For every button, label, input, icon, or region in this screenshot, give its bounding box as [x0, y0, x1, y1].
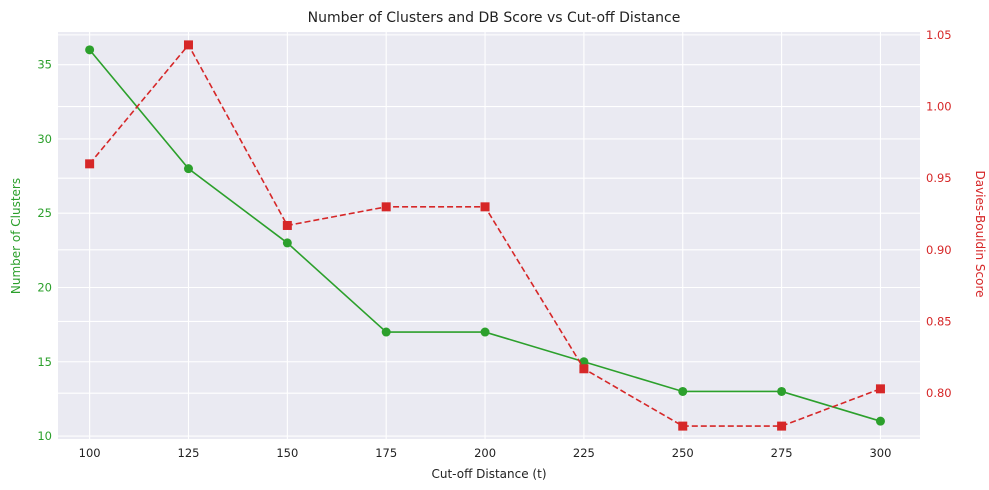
right-y-tick-label: 1.05	[926, 28, 952, 42]
right-y-axis-label: Davies-Bouldin Score	[973, 170, 987, 297]
tick-labels: 100 125 150 175 200 225 250 275 300 10 15 20 25 30 35 0…	[37, 28, 951, 460]
series-layer	[85, 40, 885, 431]
data-point	[875, 384, 885, 394]
left-y-tick-label: 25	[37, 206, 52, 220]
left-y-tick-label: 15	[37, 355, 52, 369]
x-tick-label: 100	[79, 446, 101, 460]
x-axis-label: Cut-off Distance (t)	[431, 467, 546, 481]
data-point	[183, 40, 193, 50]
x-tick-label: 300	[869, 446, 891, 460]
data-point	[381, 327, 391, 337]
data-point	[282, 220, 292, 230]
data-point	[678, 386, 688, 396]
data-point	[480, 202, 490, 212]
left-y-axis-label: Number of Clusters	[9, 178, 23, 294]
data-point	[777, 421, 787, 431]
right-y-tick-label: 0.95	[926, 171, 952, 185]
x-tick-label: 250	[672, 446, 694, 460]
data-point	[85, 45, 95, 55]
right-y-tick-label: 1.00	[926, 100, 952, 114]
chart-title: Number of Clusters and DB Score vs Cut-o…	[308, 10, 681, 26]
series-1	[85, 45, 885, 426]
x-tick-label: 175	[375, 446, 397, 460]
data-point	[480, 327, 490, 337]
right-y-tick-label: 0.85	[926, 314, 952, 328]
x-tick-label: 275	[771, 446, 793, 460]
x-tick-label: 125	[178, 446, 200, 460]
data-point	[678, 421, 688, 431]
x-tick-label: 150	[276, 446, 298, 460]
left-y-tick-label: 20	[37, 280, 52, 294]
data-point	[579, 357, 589, 367]
x-tick-label: 225	[573, 446, 595, 460]
x-tick-label: 200	[474, 446, 496, 460]
plot-area	[58, 32, 920, 439]
data-point	[282, 238, 292, 248]
data-point	[381, 202, 391, 212]
data-point	[183, 164, 193, 174]
right-y-tick-label: 0.80	[926, 386, 952, 400]
series-2	[85, 40, 885, 431]
data-point	[579, 364, 589, 374]
grid	[58, 32, 920, 439]
left-y-tick-label: 30	[37, 132, 52, 146]
data-point	[85, 159, 95, 169]
left-y-tick-label: 35	[37, 58, 52, 72]
right-y-tick-label: 0.90	[926, 243, 952, 257]
left-y-tick-label: 10	[37, 429, 52, 443]
data-point	[875, 416, 885, 426]
data-point	[777, 386, 787, 396]
